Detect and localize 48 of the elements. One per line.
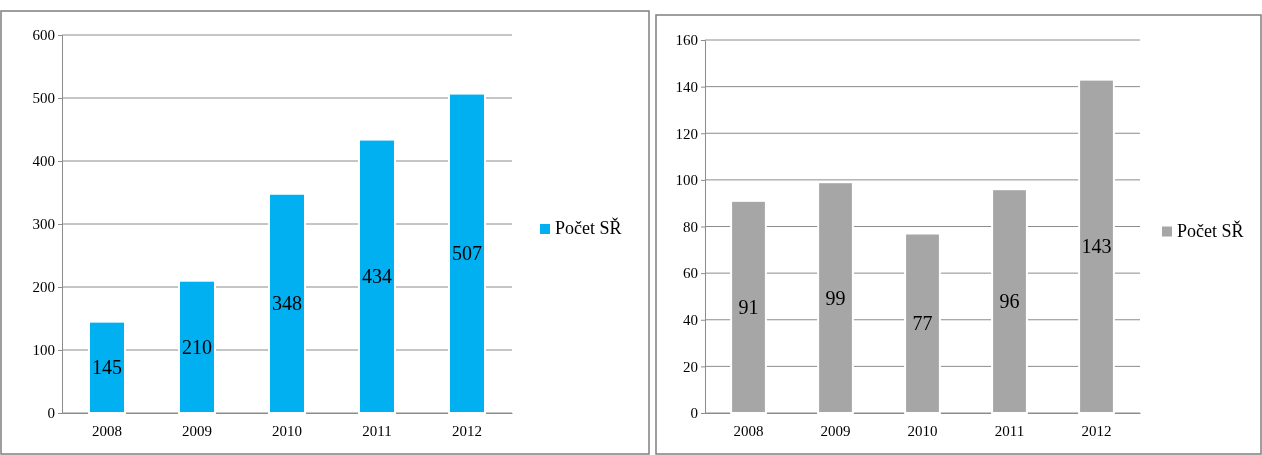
bar	[268, 192, 306, 414]
data-label: 77	[912, 312, 933, 335]
y-tick-label: 0	[690, 405, 698, 422]
bar	[1078, 78, 1115, 414]
legend-label: Počet SŘ	[555, 217, 622, 238]
y-tick-label: 500	[32, 90, 55, 107]
y-tick-label: 20	[683, 358, 698, 375]
bar	[904, 232, 941, 414]
y-tick-label: 160	[675, 32, 698, 49]
data-label: 145	[92, 356, 122, 379]
y-tick-label: 100	[675, 172, 698, 189]
data-label: 99	[825, 286, 846, 309]
legend-label: Počet SŘ	[1177, 219, 1244, 241]
x-tick-label: 2009	[820, 422, 851, 439]
x-tick-label: 2011	[994, 422, 1025, 439]
y-tick-label: 100	[32, 342, 55, 359]
bar	[358, 138, 396, 414]
data-label: 507	[452, 242, 482, 265]
data-label: 91	[738, 295, 759, 318]
x-tick-label: 2010	[907, 422, 938, 439]
y-tick-label: 200	[32, 279, 55, 296]
x-tick-label: 2008	[92, 422, 122, 439]
bar	[817, 181, 854, 414]
data-label: 348	[272, 292, 302, 315]
x-tick-label: 2008	[733, 422, 764, 439]
y-tick-label: 40	[683, 312, 698, 329]
x-tick-label: 2010	[272, 422, 302, 439]
data-label: 143	[1081, 235, 1112, 258]
y-tick-label: 600	[32, 27, 55, 44]
bar	[991, 188, 1028, 414]
x-tick-label: 2012	[452, 422, 482, 439]
y-tick-label: 300	[32, 216, 55, 233]
y-tick-label: 0	[47, 405, 55, 422]
bar	[730, 199, 767, 414]
y-tick-label: 400	[32, 153, 55, 170]
data-label: 434	[362, 265, 392, 288]
bar	[178, 279, 216, 414]
bar	[448, 92, 486, 414]
bar	[88, 320, 126, 414]
y-tick-label: 120	[675, 125, 698, 142]
data-label: 96	[999, 290, 1020, 313]
data-label: 210	[182, 335, 212, 358]
x-tick-label: 2009	[182, 422, 212, 439]
y-tick-label: 60	[683, 265, 698, 282]
y-tick-label: 140	[675, 78, 698, 95]
x-tick-label: 2011	[362, 422, 392, 439]
x-tick-label: 2012	[1081, 422, 1112, 439]
y-tick-label: 80	[683, 218, 698, 235]
